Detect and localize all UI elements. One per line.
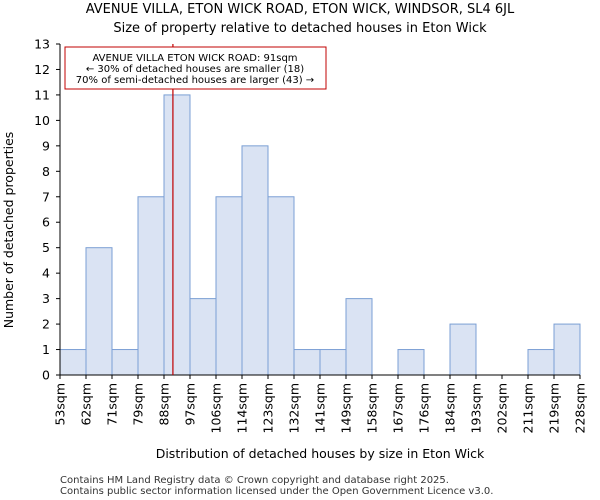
chart-subtitle: Size of property relative to detached ho… [113, 21, 487, 36]
x-tick-label: 53sqm [53, 383, 68, 426]
y-tick-label: 8 [42, 164, 50, 179]
y-tick-label: 12 [34, 62, 50, 77]
bar-141sqm [319, 349, 347, 376]
x-tick-label: 88sqm [157, 383, 172, 426]
bar-123sqm [267, 196, 295, 376]
x-tick-label: 211sqm [521, 383, 536, 433]
x-tick-label: 193sqm [469, 383, 484, 433]
bar-132sqm [293, 349, 321, 376]
chart-title: AVENUE VILLA, ETON WICK ROAD, ETON WICK,… [86, 2, 515, 17]
bar-167sqm [397, 349, 425, 376]
bar-184sqm [449, 323, 477, 376]
x-tick-label: 79sqm [131, 383, 146, 426]
x-tick-label: 167sqm [391, 383, 406, 433]
y-tick-label: 5 [42, 240, 50, 255]
bar-88sqm [163, 94, 191, 376]
footer-line-2: Contains public sector information licen… [60, 486, 493, 497]
annotation-box: AVENUE VILLA ETON WICK ROAD: 91sqm ← 30%… [64, 46, 327, 90]
x-tick-label: 123sqm [261, 383, 276, 433]
x-tick-label: 202sqm [495, 383, 510, 433]
x-tick-label: 176sqm [417, 383, 432, 433]
annotation-line-3: 70% of semi-detached houses are larger (… [76, 75, 314, 86]
bar-97sqm [189, 298, 217, 376]
x-tick-label: 114sqm [235, 383, 250, 433]
x-tick-label: 132sqm [287, 383, 302, 433]
x-tick-label: 62sqm [79, 383, 94, 426]
y-tick-label: 2 [42, 317, 50, 332]
x-tick-label: 149sqm [339, 383, 354, 433]
x-tick-label: 106sqm [209, 383, 224, 433]
y-tick-label: 6 [42, 215, 50, 230]
bar-62sqm [85, 247, 113, 376]
x-axis-label: Distribution of detached houses by size … [156, 446, 485, 461]
x-tick-label: 228sqm [573, 383, 588, 433]
bar-79sqm [137, 196, 165, 376]
bar-149sqm [345, 298, 373, 376]
y-tick-label: 13 [34, 37, 50, 52]
y-tick-label: 10 [34, 113, 50, 128]
bars-group [59, 94, 581, 376]
bar-53sqm [59, 349, 87, 376]
y-tick-label: 9 [42, 138, 50, 153]
x-tick-label: 158sqm [365, 383, 380, 433]
y-tick-label: 3 [42, 291, 50, 306]
bar-71sqm [111, 349, 139, 376]
x-tick-label: 141sqm [313, 383, 328, 433]
y-tick-label: 0 [42, 368, 50, 383]
x-tick-label: 219sqm [547, 383, 562, 433]
bar-211sqm [527, 349, 555, 376]
y-tick-label: 11 [34, 87, 50, 102]
annotation-line-2: ← 30% of detached houses are smaller (18… [86, 64, 304, 75]
y-tick-label: 4 [42, 266, 50, 281]
annotation-border [64, 46, 327, 90]
bar-114sqm [241, 145, 269, 376]
x-ticks-group: 53sqm 62sqm 71sqm 79sqm 88sqm 97sqm 106sqm 114s… [53, 375, 588, 433]
y-axis-label: Number of detached properties [1, 132, 16, 329]
annotation-line-1: AVENUE VILLA ETON WICK ROAD: 91sqm [92, 53, 297, 64]
y-tick-label: 1 [42, 342, 50, 357]
bar-219sqm [553, 323, 581, 376]
bar-106sqm [215, 196, 243, 376]
x-tick-label: 184sqm [443, 383, 458, 433]
y-tick-label: 7 [42, 189, 50, 204]
x-tick-label: 71sqm [105, 383, 120, 426]
x-tick-label: 97sqm [183, 383, 198, 426]
footer-line-1: Contains HM Land Registry data © Crown c… [60, 475, 449, 486]
